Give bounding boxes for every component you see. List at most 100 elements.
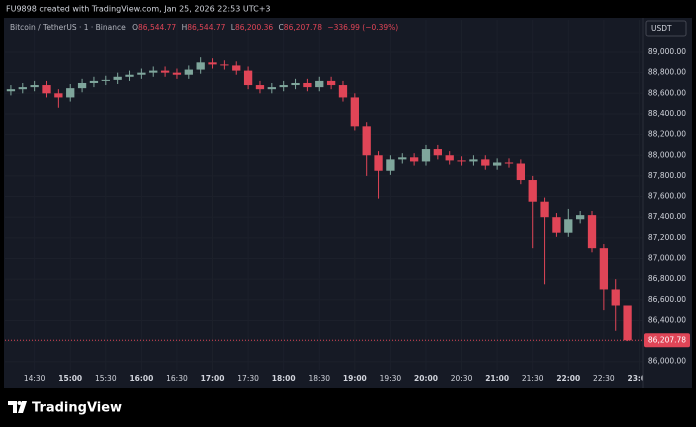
ohlc-label: O bbox=[132, 23, 138, 32]
candle-body bbox=[291, 82, 300, 86]
y-tick-label: 87,000.00 bbox=[648, 253, 686, 262]
candle-body bbox=[255, 85, 265, 90]
candle-body bbox=[350, 97, 359, 127]
candle-body bbox=[232, 65, 241, 71]
candle-body bbox=[552, 217, 561, 233]
change: −336.99 (−0.39%) bbox=[327, 23, 398, 32]
candle-body bbox=[623, 305, 632, 341]
x-tick-label: 23:00 bbox=[628, 374, 652, 383]
candle-body bbox=[374, 155, 383, 171]
y-tick-label: 89,000.00 bbox=[648, 47, 686, 56]
candle-body bbox=[409, 157, 419, 162]
candle-body bbox=[421, 149, 431, 162]
candle-body bbox=[457, 160, 466, 162]
candle-body bbox=[220, 64, 229, 66]
y-tick-label: 86,600.00 bbox=[648, 295, 686, 304]
x-tick-label: 22:30 bbox=[593, 374, 615, 383]
candle-body bbox=[196, 62, 205, 70]
candle-body bbox=[30, 85, 39, 88]
x-tick-label: 22:00 bbox=[556, 374, 580, 383]
candle-body bbox=[267, 87, 276, 90]
candle-body bbox=[66, 88, 75, 98]
chart-panel bbox=[4, 18, 692, 388]
x-tick-label: 17:00 bbox=[201, 374, 225, 383]
x-tick-label: 14:30 bbox=[24, 374, 46, 383]
x-tick-label: 18:00 bbox=[272, 374, 296, 383]
candle-body bbox=[611, 289, 620, 306]
y-tick-label: 88,000.00 bbox=[648, 150, 686, 159]
candle-body bbox=[42, 85, 51, 94]
candle-body bbox=[338, 85, 348, 98]
y-tick-label: 86,400.00 bbox=[648, 315, 686, 324]
candle-body bbox=[18, 87, 27, 90]
candle-body bbox=[315, 80, 324, 88]
x-tick-label: 17:30 bbox=[237, 374, 259, 383]
candle-body bbox=[208, 62, 217, 65]
candle-body bbox=[184, 69, 193, 75]
x-tick-label: 15:00 bbox=[58, 374, 82, 383]
y-tick-label: 88,800.00 bbox=[648, 68, 686, 77]
candle-body bbox=[125, 74, 134, 77]
candle-body bbox=[113, 76, 122, 80]
header-title: FU9898 created with TradingView.com, Jan… bbox=[6, 5, 271, 14]
candle-body bbox=[279, 85, 288, 88]
candle-body bbox=[433, 149, 442, 156]
x-tick-label: 19:00 bbox=[343, 374, 367, 383]
candle-body bbox=[172, 72, 182, 75]
y-tick-label: 87,400.00 bbox=[648, 212, 686, 221]
brand-logo bbox=[8, 401, 27, 413]
ohlc-label: C bbox=[279, 23, 284, 32]
candle-body bbox=[386, 159, 395, 171]
candle-body bbox=[587, 215, 597, 249]
ohlc-label: L bbox=[231, 23, 236, 32]
currency-box bbox=[645, 20, 687, 37]
candle-body bbox=[445, 155, 454, 161]
candle-body bbox=[492, 162, 502, 166]
candle-body bbox=[504, 162, 514, 164]
candle-body bbox=[303, 82, 312, 88]
candle-body bbox=[575, 215, 585, 220]
candle-body bbox=[469, 159, 478, 162]
x-tick-label: 16:00 bbox=[129, 374, 153, 383]
candle-body bbox=[54, 93, 63, 98]
last-price-box bbox=[644, 333, 690, 348]
ohlc-value: 86,544.77 bbox=[138, 23, 176, 32]
candle-body bbox=[516, 163, 526, 181]
y-tick-label: 88,600.00 bbox=[648, 88, 686, 97]
candle-body bbox=[481, 159, 490, 166]
plot: 14:30 15:00 15:30 16:00 16:30 17:00 17:30 18:00… bbox=[5, 20, 651, 383]
candle-body bbox=[528, 180, 537, 202]
candle-body bbox=[77, 82, 87, 89]
currency: USDT bbox=[651, 24, 672, 33]
x-tick-label: 19:30 bbox=[380, 374, 402, 383]
candle-body bbox=[362, 126, 371, 156]
x-tick-label: 20:30 bbox=[451, 374, 473, 383]
x-tick-label: 15:30 bbox=[95, 374, 117, 383]
y-tick-label: 86,000.00 bbox=[648, 357, 686, 366]
logo-dot bbox=[17, 401, 22, 405]
y-tick-label: 88,400.00 bbox=[648, 109, 686, 118]
x-tick-label: 18:30 bbox=[308, 374, 330, 383]
candle-body bbox=[6, 89, 16, 92]
ohlc-value: 86,207.78 bbox=[284, 23, 322, 32]
x-tick-label: 16:30 bbox=[166, 374, 188, 383]
candle-body bbox=[243, 70, 253, 86]
y-tick-label: 87,200.00 bbox=[648, 233, 686, 242]
symbol: Bitcoin / TetherUS · 1 · Binance bbox=[10, 23, 126, 32]
ohlc-value: 86,544.77 bbox=[187, 23, 225, 32]
candle-body bbox=[398, 157, 407, 160]
candle-body bbox=[149, 70, 158, 73]
last-price-label: 86,207.78 bbox=[648, 335, 686, 344]
y-tick-label: 88,200.00 bbox=[648, 130, 686, 139]
axes: 86,000.0086,200.0086,400.0086,600.0086,8… bbox=[644, 47, 690, 366]
ohlc-value: 86,200.36 bbox=[235, 23, 273, 32]
candle-body bbox=[540, 201, 549, 218]
candle-body bbox=[101, 79, 110, 81]
x-tick-label: 20:00 bbox=[414, 374, 438, 383]
y-tick-label: 87,600.00 bbox=[648, 192, 686, 201]
brand: TradingView bbox=[32, 401, 122, 416]
candle-body bbox=[89, 80, 99, 83]
candle-body bbox=[160, 70, 170, 73]
ohlc-label: H bbox=[182, 23, 188, 32]
